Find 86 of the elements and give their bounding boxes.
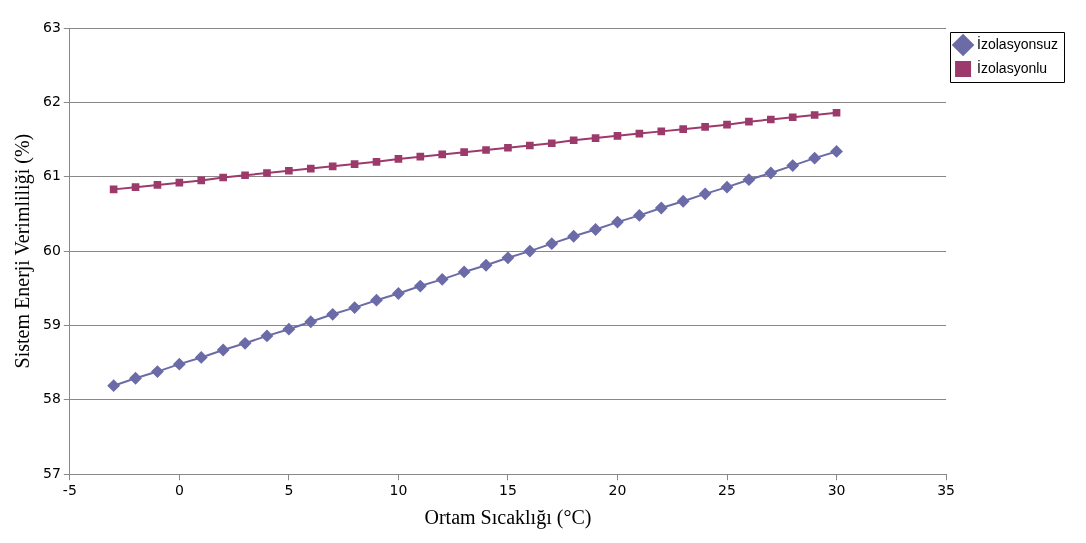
point xyxy=(766,115,775,124)
y-tick-label: 60 xyxy=(42,241,61,258)
y-tick-label: 57 xyxy=(42,464,61,481)
y-tick-label: 63 xyxy=(42,18,61,35)
point xyxy=(482,146,490,154)
point xyxy=(129,372,142,385)
point xyxy=(699,187,712,200)
point xyxy=(764,167,777,180)
point xyxy=(721,181,734,194)
y-tick-label: 58 xyxy=(42,390,61,407)
x-tick-label: 35 xyxy=(937,482,955,499)
point xyxy=(569,136,578,145)
point xyxy=(326,308,339,321)
point xyxy=(810,111,819,119)
point xyxy=(723,120,731,129)
point xyxy=(589,223,602,236)
point xyxy=(547,139,556,148)
point xyxy=(501,251,514,264)
point xyxy=(394,155,403,163)
legend-label: İzolasyonlu xyxy=(977,58,1048,76)
point xyxy=(786,159,799,172)
point xyxy=(107,379,120,392)
point xyxy=(416,152,425,161)
x-tick-label: 25 xyxy=(718,482,736,499)
point xyxy=(151,365,164,378)
point xyxy=(370,294,383,307)
point xyxy=(306,164,315,173)
point xyxy=(348,301,361,314)
point xyxy=(526,141,534,150)
legend-label: İzolasyonsuz xyxy=(977,34,1059,52)
point xyxy=(436,273,449,286)
point xyxy=(282,323,295,336)
point xyxy=(285,166,293,175)
point xyxy=(504,143,512,152)
y-tick-label: 59 xyxy=(42,316,61,333)
x-tick-label: 15 xyxy=(499,482,517,499)
point xyxy=(372,158,381,166)
point xyxy=(173,358,186,371)
point xyxy=(523,245,536,258)
point xyxy=(350,160,359,168)
point xyxy=(832,108,841,117)
point xyxy=(679,125,688,133)
point xyxy=(677,195,690,208)
point xyxy=(219,173,227,182)
point xyxy=(241,171,249,180)
point xyxy=(745,117,753,126)
point xyxy=(263,169,271,177)
point xyxy=(742,173,755,186)
point xyxy=(633,209,646,222)
x-tick-label: 0 xyxy=(174,482,184,499)
point xyxy=(657,127,666,136)
x-tick-label: 5 xyxy=(284,482,294,499)
point xyxy=(260,329,273,342)
point xyxy=(567,230,580,243)
x-tick-label: 20 xyxy=(608,482,627,499)
x-axis-title: Ortam Sıcaklığı (°C) xyxy=(424,506,592,530)
point xyxy=(480,259,493,272)
y-tick-label: 62 xyxy=(42,93,61,110)
point xyxy=(788,113,797,122)
point xyxy=(197,176,206,185)
point xyxy=(414,280,427,293)
point xyxy=(458,265,471,278)
point xyxy=(438,150,447,159)
y-tick-label: 61 xyxy=(42,167,61,184)
x-tick-label: -5 xyxy=(62,482,77,499)
point xyxy=(131,183,140,191)
point xyxy=(175,178,184,187)
point xyxy=(460,148,468,157)
point xyxy=(392,287,405,300)
point xyxy=(217,344,230,357)
point xyxy=(545,237,558,250)
point xyxy=(195,351,208,364)
point xyxy=(808,152,821,165)
point xyxy=(830,145,843,158)
x-tick-label: 30 xyxy=(827,482,846,499)
point xyxy=(613,132,622,140)
point xyxy=(304,315,317,328)
point xyxy=(591,134,600,142)
point xyxy=(611,216,624,229)
point xyxy=(655,201,668,214)
x-tick-label: 10 xyxy=(389,482,408,499)
point xyxy=(328,162,337,171)
point xyxy=(153,181,162,189)
y-axis-title: Sistem Enerji Verimliliği (%) xyxy=(11,133,35,369)
point xyxy=(701,123,709,131)
point xyxy=(239,337,252,350)
